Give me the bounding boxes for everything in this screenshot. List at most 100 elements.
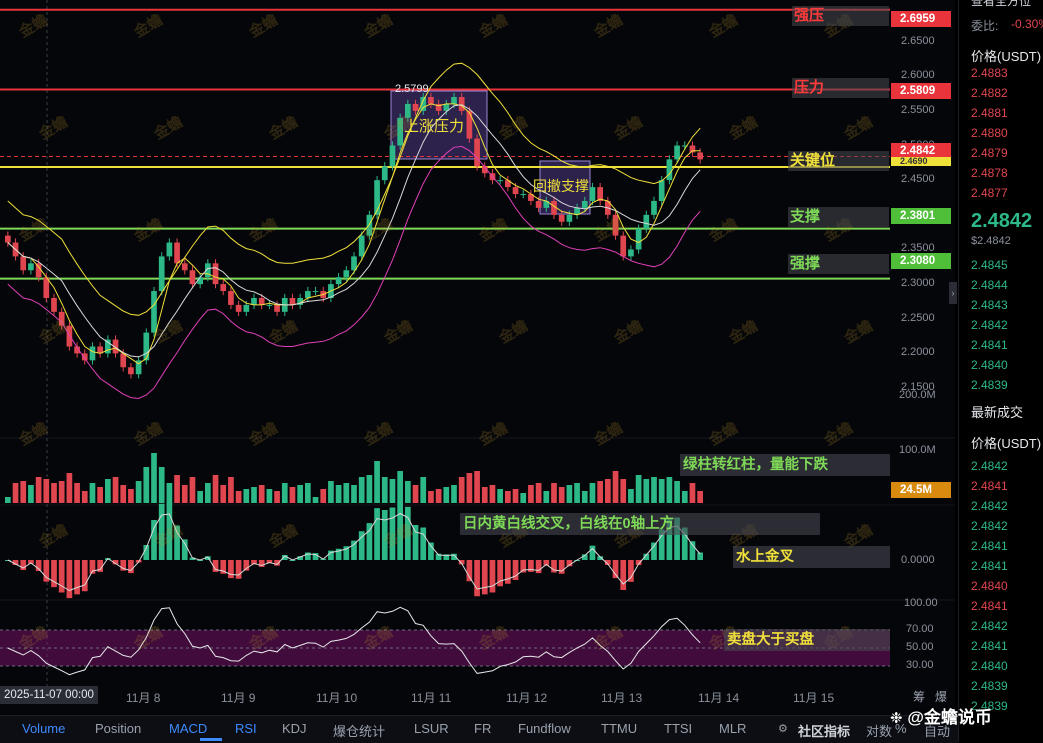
macd-histogram-bar <box>397 501 403 560</box>
volume-axis-tick: 200.0M <box>899 389 936 401</box>
x-tick: 11月 15 <box>793 691 835 705</box>
bid-price[interactable]: 2.4842 <box>971 318 1008 332</box>
macd-histogram-bar <box>581 554 588 560</box>
volume-bar <box>420 477 427 503</box>
bid-price[interactable]: 2.4840 <box>971 358 1008 372</box>
settings-icon[interactable]: ⚙ <box>778 723 788 735</box>
tab-fr[interactable]: FR <box>474 721 492 736</box>
trade-price: 2.4841 <box>971 479 1008 493</box>
candle <box>574 207 580 215</box>
macd-histogram-bar <box>412 525 419 560</box>
trade-price: 2.4842 <box>971 519 1008 533</box>
volume-bar <box>628 489 634 503</box>
candle <box>166 242 173 257</box>
bid-price[interactable]: 2.4843 <box>971 298 1008 312</box>
bollinger-lower <box>7 145 701 400</box>
ask-price[interactable]: 2.4883 <box>971 66 1008 80</box>
macd-histogram-bar <box>528 560 534 572</box>
volume-bar <box>166 483 173 503</box>
candle <box>597 187 603 201</box>
tab-fundflow[interactable]: Fundflow <box>518 721 571 736</box>
macd-histogram-bar <box>512 560 519 580</box>
indicator-toolbar: Volume Position MACD RSI KDJ 爆仓统计 LSUR F… <box>0 715 958 743</box>
bid-price[interactable]: 2.4845 <box>971 258 1008 272</box>
community-indicators-button[interactable]: 社区指标 <box>798 724 851 739</box>
volume-bar <box>358 477 365 503</box>
volume-bar <box>58 481 65 503</box>
ask-price[interactable]: 2.4881 <box>971 106 1008 120</box>
volume-bar <box>497 489 503 503</box>
macd-histogram-bar <box>251 560 257 565</box>
volume-bar <box>112 477 119 503</box>
tab-rsi[interactable]: RSI <box>235 721 257 736</box>
high-label: 2.5799 <box>395 83 429 95</box>
volume-bar <box>335 485 342 503</box>
tab-liquidation-stats[interactable]: 爆仓统计 <box>333 724 386 739</box>
macd-histogram-bar <box>651 542 657 560</box>
candle <box>520 194 527 196</box>
log-scale-toggle[interactable]: 对数 <box>866 724 893 739</box>
macd-histogram-bar <box>481 560 488 595</box>
ask-price[interactable]: 2.4880 <box>971 126 1008 140</box>
candle <box>174 242 180 264</box>
tab-kdj[interactable]: KDJ <box>282 721 307 736</box>
ask-price[interactable]: 2.4878 <box>971 166 1008 180</box>
bid-price[interactable]: 2.4841 <box>971 338 1008 352</box>
ask-price[interactable]: 2.4879 <box>971 146 1008 160</box>
trade-price: 2.4842 <box>971 619 1008 633</box>
level-strong-resistance-label: 强压 <box>792 6 889 26</box>
volume-bar <box>658 479 665 503</box>
tab-macd[interactable]: MACD <box>169 721 208 736</box>
percent-toggle[interactable]: % <box>895 721 907 736</box>
candle <box>620 235 627 257</box>
macd-histogram-bar <box>358 531 365 560</box>
macd-histogram-bar <box>58 560 65 593</box>
tab-position[interactable]: Position <box>95 721 142 736</box>
latest-trades-title: 最新成交 <box>971 405 1024 420</box>
chips-label[interactable]: 筹 <box>913 690 926 704</box>
volume-bar <box>481 487 488 503</box>
volume-bar <box>581 491 588 503</box>
tab-lsur[interactable]: LSUR <box>414 721 449 736</box>
tab-ttmu[interactable]: TTMU <box>601 721 638 736</box>
volume-bar <box>543 491 550 503</box>
volume-bar <box>458 477 465 503</box>
macd-histogram-bar <box>174 525 180 560</box>
bid-price[interactable]: 2.4839 <box>971 378 1008 392</box>
candle <box>358 235 365 257</box>
tab-volume[interactable]: Volume <box>22 721 66 736</box>
candle <box>528 194 534 201</box>
macd-histogram-bar <box>181 539 188 560</box>
candle <box>512 187 519 195</box>
macd-histogram-bar <box>120 560 127 571</box>
tab-ttsi[interactable]: TTSI <box>664 721 693 736</box>
price-chart[interactable]: 金蟾 金蟾 金蟾 金蟾 金蟾 金蟾 金蟾 金蟾 金蟾 金蟾 金蟾 金蟾 金蟾 金蟾 金蟾 金蟾 金蟾 金蟾 金蟾 金蟾… <box>0 0 955 715</box>
tab-mlr[interactable]: MLR <box>719 721 747 736</box>
volume-bar <box>12 483 19 503</box>
macd-histogram-bar <box>674 517 680 560</box>
panel-top-label[interactable]: 查看全方位 <box>971 0 1032 8</box>
volume-bar <box>535 483 542 503</box>
price-axis-tick: 2.3500 <box>901 242 935 255</box>
volume-bar <box>474 471 480 503</box>
auto-scale-toggle[interactable]: 自动 <box>924 724 951 739</box>
macd-histogram-bar <box>143 545 150 560</box>
macd-histogram-bar <box>474 560 480 597</box>
macd-histogram-bar <box>497 560 503 587</box>
macd-histogram-bar <box>28 560 34 564</box>
macd-histogram-bar <box>43 560 50 582</box>
macd-histogram-bar <box>297 556 303 560</box>
candle <box>343 270 350 278</box>
candle <box>51 297 57 312</box>
x-tick: 11月 11 <box>411 691 452 705</box>
ask-price[interactable]: 2.4877 <box>971 186 1008 200</box>
collapse-handle[interactable]: › <box>949 282 957 304</box>
liquidation-label[interactable]: 爆 <box>935 690 948 704</box>
brand-text: @金蟾说币 <box>907 708 992 727</box>
ask-price[interactable]: 2.4882 <box>971 86 1008 100</box>
bid-price[interactable]: 2.4844 <box>971 278 1008 292</box>
chart-canvas[interactable] <box>0 0 955 715</box>
x-tick: 11月 8 <box>126 691 161 705</box>
trade-price: 2.4839 <box>971 699 1008 713</box>
candle <box>589 187 596 201</box>
